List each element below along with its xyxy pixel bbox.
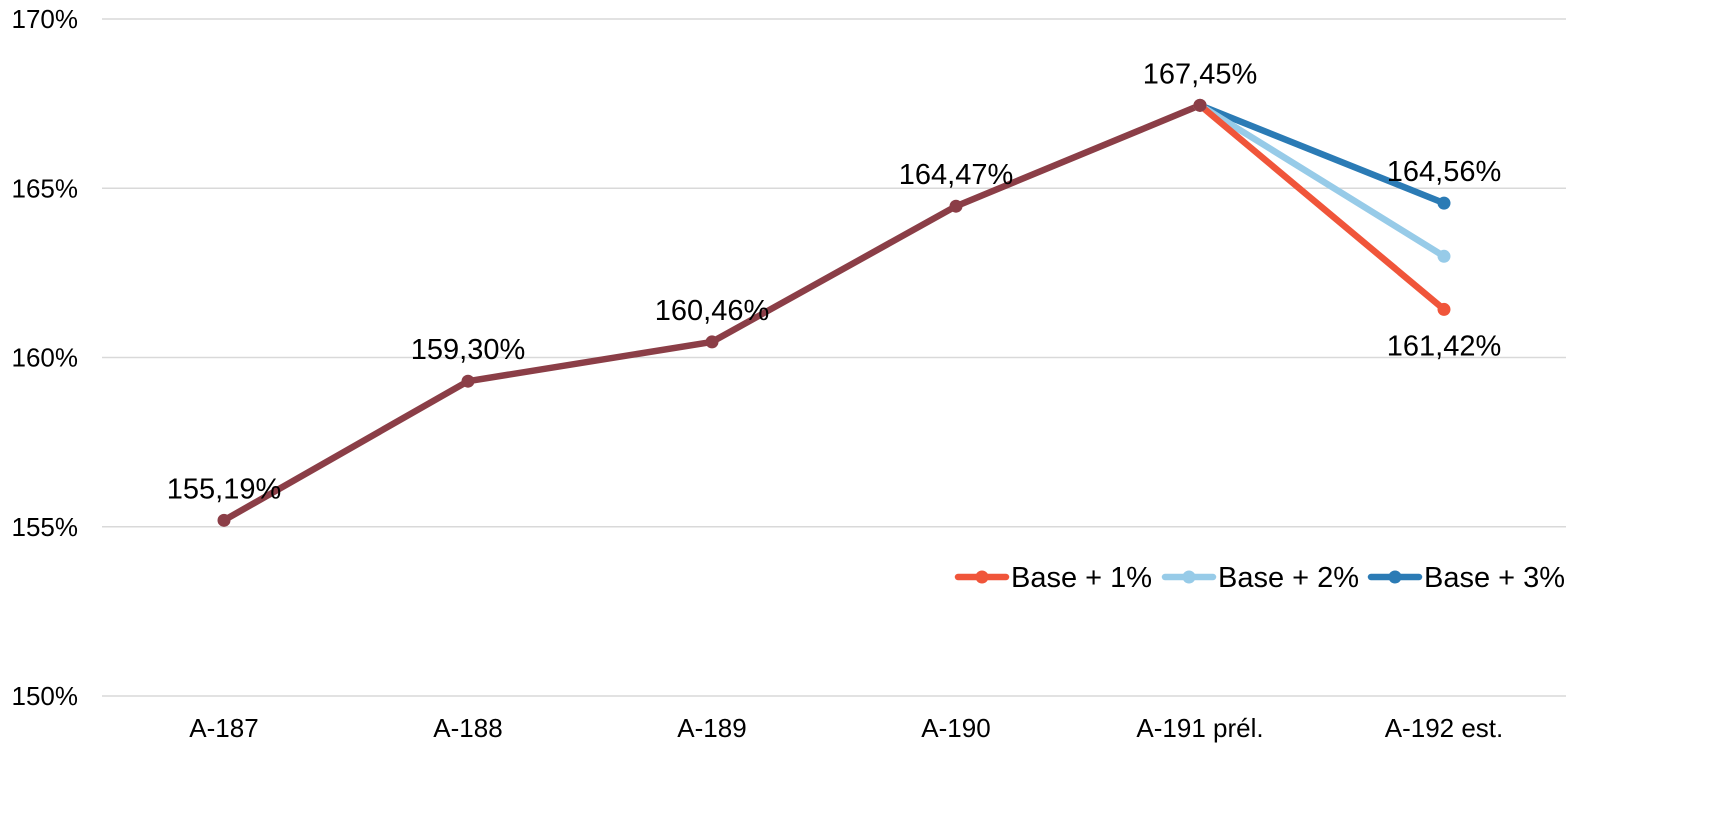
data-point: [461, 374, 475, 388]
data-point: [1437, 196, 1451, 210]
series-markers: [217, 98, 1451, 527]
data-label: 167,45%: [1143, 58, 1258, 90]
data-point: [1437, 249, 1451, 263]
y-tick-label: 155%: [12, 512, 79, 542]
legend-marker: [1388, 570, 1402, 584]
gridlines: [102, 18, 1566, 697]
y-tick-label: 150%: [12, 681, 79, 711]
series-line: [1196, 102, 1448, 313]
x-tick-label: A-190: [921, 713, 990, 743]
legend-marker: [975, 570, 989, 584]
y-axis-ticks: 150% 155% 160% 165% 170%: [12, 4, 79, 711]
y-tick-label: 170%: [12, 4, 79, 34]
x-tick-label: A-192 est.: [1385, 713, 1504, 743]
legend-label: Base + 1%: [1011, 562, 1152, 594]
series-lines: [220, 102, 1448, 524]
y-tick-label: 160%: [12, 343, 79, 373]
legend-marker: [1182, 570, 1196, 584]
y-tick-label: 165%: [12, 173, 79, 203]
data-label: 164,47%: [899, 159, 1014, 191]
data-point: [1437, 302, 1451, 316]
legend-label: Base + 2%: [1218, 562, 1359, 594]
series-line: [1196, 102, 1448, 207]
x-tick-label: A-187: [189, 713, 258, 743]
data-labels: 155,19% 159,30% 160,46% 164,47% 167,45% 164,5…: [167, 58, 1502, 505]
data-point: [1193, 98, 1207, 112]
data-point: [217, 513, 231, 527]
x-axis-ticks: A-187 A-188 A-189 A-190 A-191 prél. A-192 est…: [189, 713, 1503, 743]
data-point: [705, 335, 719, 349]
data-point: [949, 199, 963, 213]
series-line: [1196, 102, 1448, 260]
legend-label: Base + 3%: [1424, 562, 1565, 594]
legend: Base + 1% Base + 2% Base + 3%: [954, 562, 1565, 594]
data-label: 160,46%: [655, 295, 770, 327]
data-label: 159,30%: [411, 334, 526, 366]
data-label: 161,42%: [1387, 330, 1502, 362]
data-label: 155,19%: [167, 473, 282, 505]
x-tick-label: A-188: [433, 713, 502, 743]
x-tick-label: A-189: [677, 713, 746, 743]
data-label: 164,56%: [1387, 156, 1502, 188]
x-tick-label: A-191 prél.: [1136, 713, 1263, 743]
